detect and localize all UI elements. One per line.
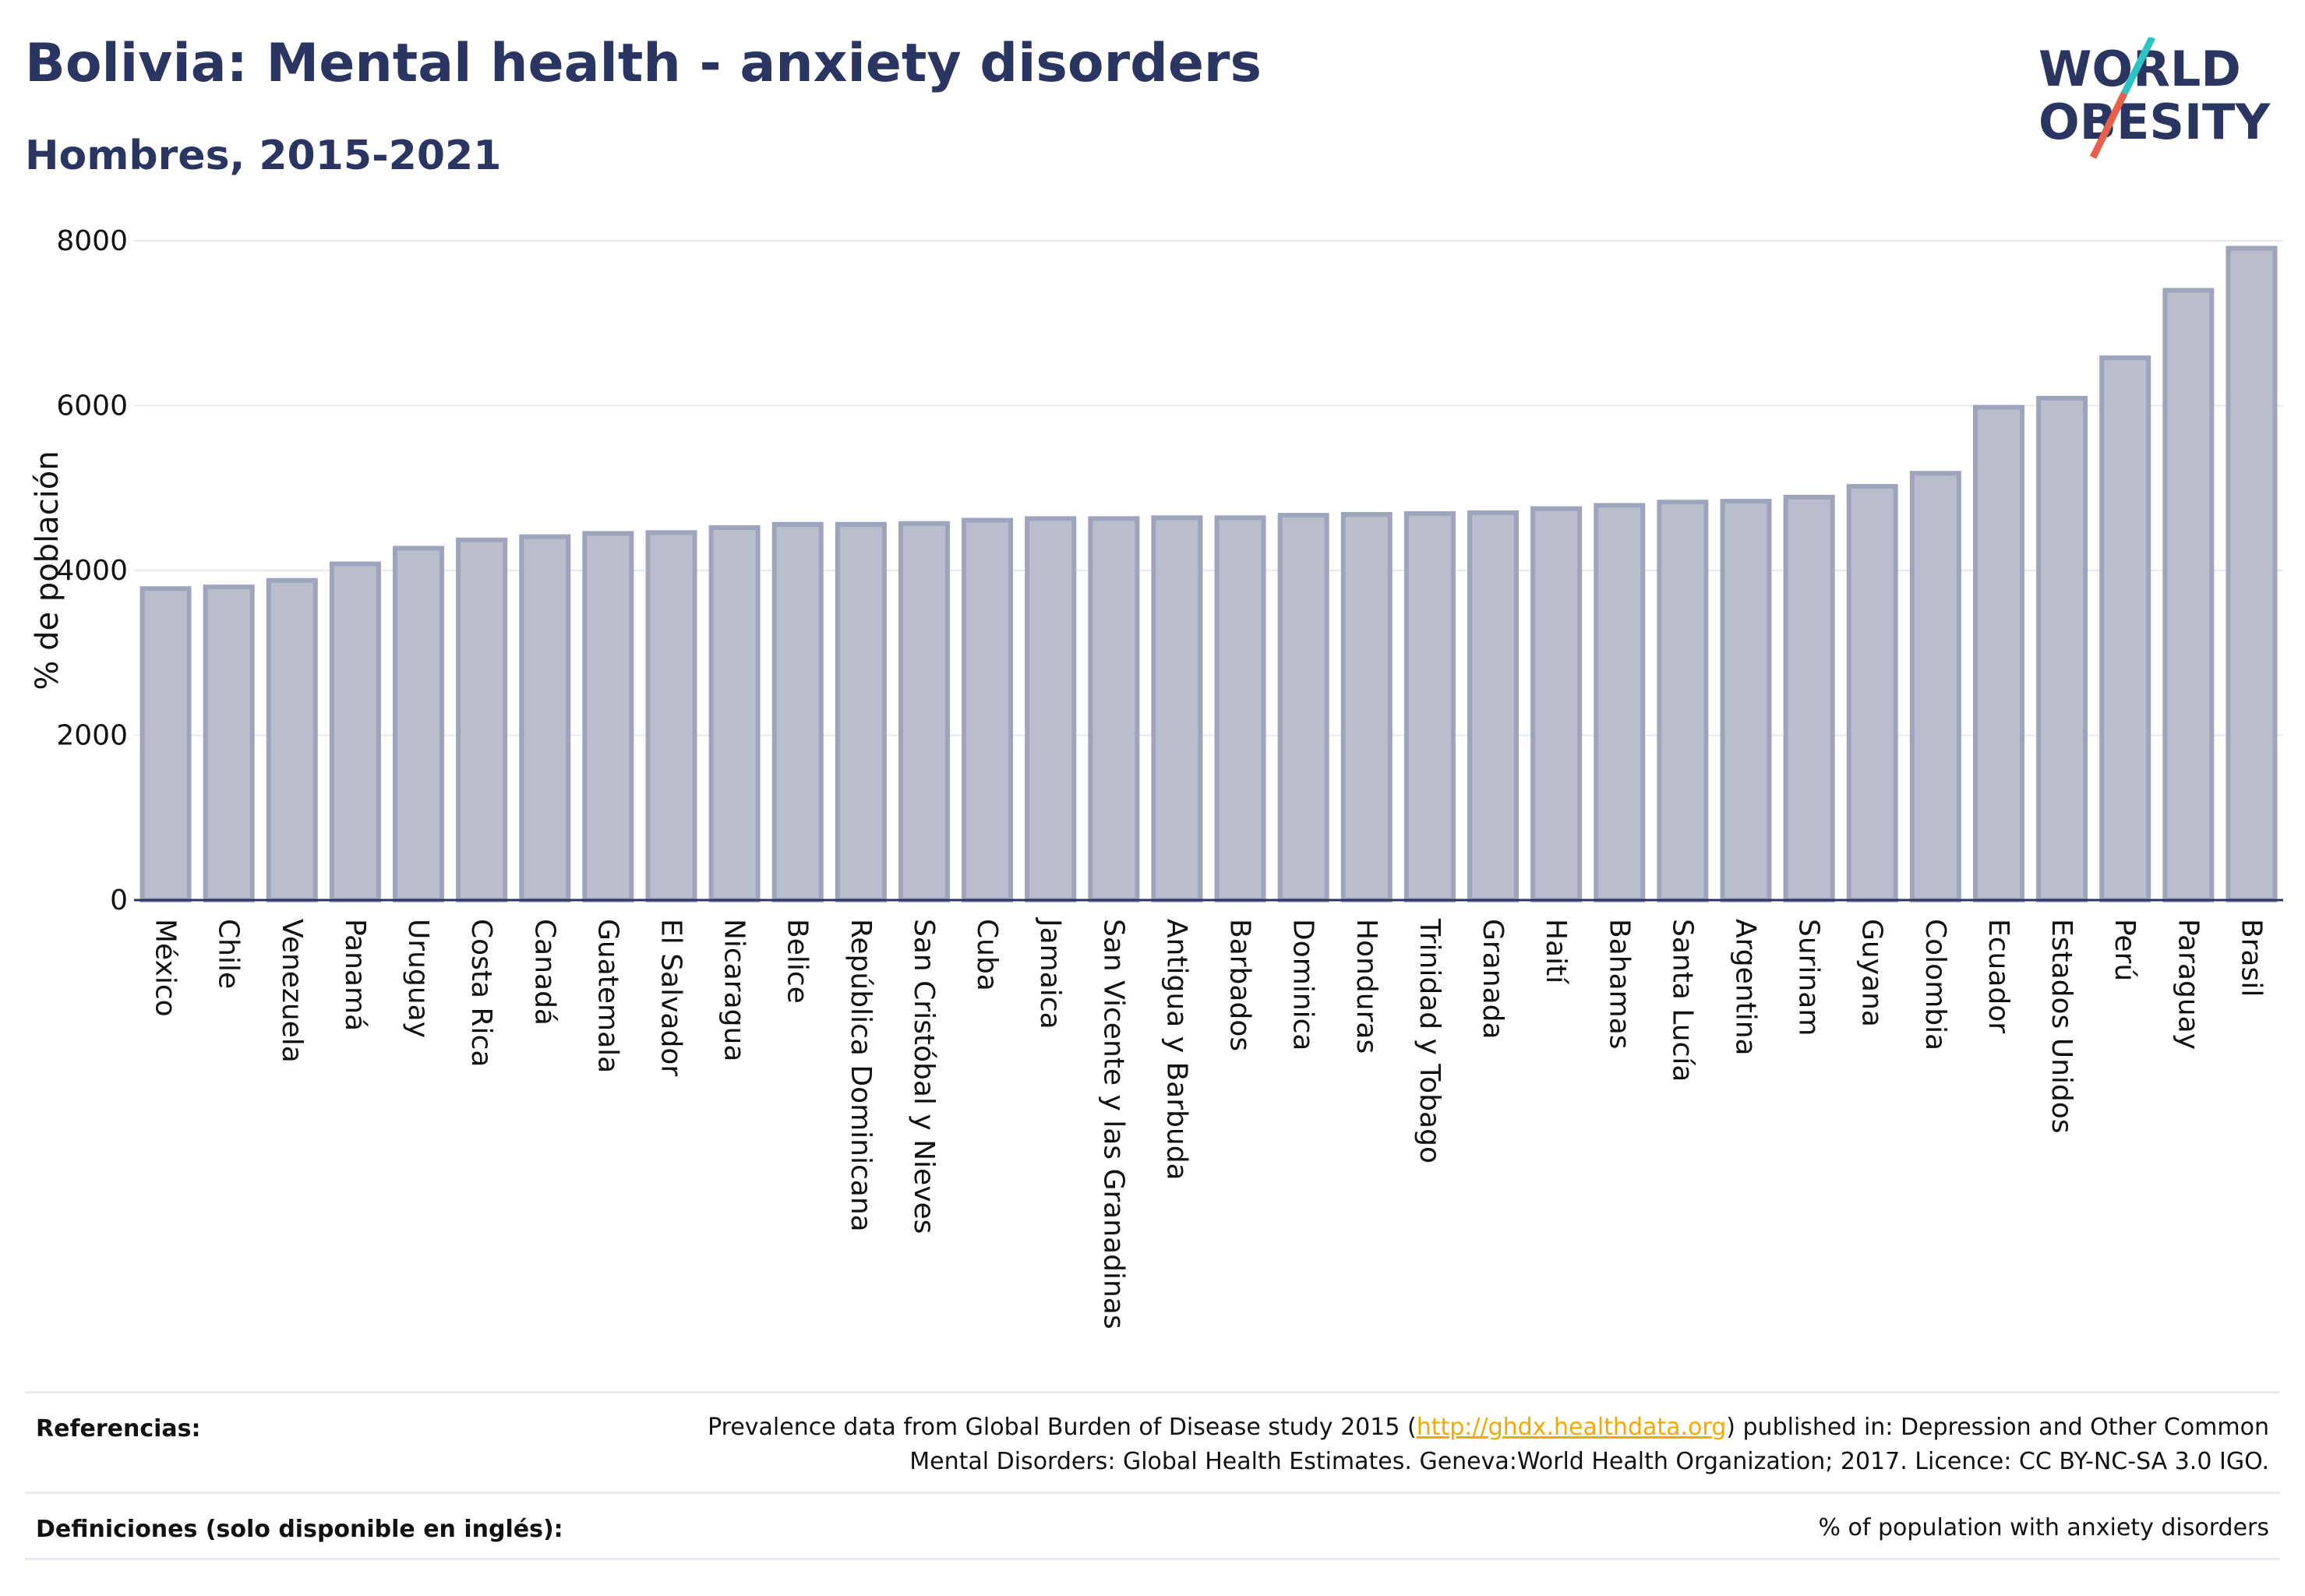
x-tick-label: Colombia bbox=[1919, 919, 1951, 1050]
y-tick-label: 2000 bbox=[56, 720, 128, 752]
chart-title: Bolivia: Mental health - anxiety disorde… bbox=[25, 33, 1262, 94]
x-tick-label: Cuba bbox=[971, 919, 1003, 991]
bar bbox=[329, 561, 381, 902]
bar bbox=[898, 521, 950, 902]
references-line2: Mental Disorders: Global Health Estimate… bbox=[909, 1448, 2269, 1475]
bar bbox=[1214, 515, 1266, 902]
bar bbox=[2099, 355, 2151, 903]
bar bbox=[1972, 404, 2024, 902]
bar bbox=[266, 577, 318, 902]
bar bbox=[1594, 503, 1646, 903]
bar bbox=[582, 531, 634, 902]
x-tick-label: Venezuela bbox=[276, 919, 308, 1063]
x-tick-label: Santa Lucía bbox=[1666, 919, 1698, 1082]
x-tick-label: El Salvador bbox=[655, 919, 687, 1076]
references-link[interactable]: http://ghdx.healthdata.org bbox=[1416, 1414, 1727, 1441]
bar bbox=[393, 546, 445, 902]
references-text: Prevalence data from Global Burden of Di… bbox=[708, 1393, 2280, 1492]
y-tick-label: 0 bbox=[110, 885, 128, 916]
x-tick-label: Honduras bbox=[1350, 919, 1382, 1054]
bar bbox=[1025, 516, 1077, 902]
bar bbox=[1467, 510, 1520, 902]
x-tick-label: Antigua y Barbuda bbox=[1160, 919, 1192, 1181]
x-tick-label: Uruguay bbox=[402, 919, 434, 1038]
bar bbox=[835, 521, 887, 903]
y-tick-label: 4000 bbox=[56, 555, 128, 587]
y-axis-label: % de población bbox=[30, 450, 65, 690]
bar bbox=[2226, 245, 2278, 902]
definitions-label: Definiciones (solo disponible en inglés)… bbox=[36, 1516, 563, 1543]
bar bbox=[1846, 484, 1898, 902]
x-tick-label: Ecuador bbox=[1982, 919, 2014, 1033]
logo-slash-teal bbox=[2120, 37, 2156, 96]
bar bbox=[1340, 512, 1393, 903]
bar-chart: 0 2000 4000 6000 8000 % de población México Chi… bbox=[30, 225, 2283, 1329]
bar bbox=[1277, 513, 1329, 903]
x-tick-label: Canadá bbox=[528, 919, 560, 1026]
x-tick-label: Dominica bbox=[1287, 919, 1319, 1051]
bar bbox=[1909, 471, 1961, 902]
x-tick-label: Barbados bbox=[1224, 919, 1256, 1051]
bar bbox=[962, 517, 1014, 902]
x-tick-label: Trinidad y Tobago bbox=[1414, 918, 1445, 1163]
x-tick-label: Belice bbox=[782, 919, 814, 1004]
x-tick-label: Granada bbox=[1477, 919, 1509, 1040]
bar bbox=[645, 530, 697, 902]
x-tick-label: Paraguay bbox=[2172, 919, 2204, 1050]
bar bbox=[1783, 494, 1835, 902]
x-tick-label: Jamaica bbox=[1034, 917, 1066, 1029]
x-tick-label: San Cristóbal y Nieves bbox=[908, 919, 940, 1234]
bar bbox=[708, 525, 761, 902]
references-text-after: ) published in: Depression and Other Com… bbox=[1726, 1414, 2269, 1441]
bar bbox=[1720, 499, 1772, 902]
bar bbox=[203, 584, 255, 903]
bar bbox=[771, 521, 824, 903]
bar bbox=[519, 534, 571, 903]
definitions-row: Definiciones (solo disponible en inglés)… bbox=[25, 1492, 2280, 1558]
bar bbox=[2162, 288, 2215, 902]
bar bbox=[1657, 500, 1709, 902]
references-label: Referencias: bbox=[36, 1415, 201, 1442]
references-text-before: Prevalence data from Global Burden of Di… bbox=[708, 1414, 1417, 1441]
logo-line2: OBESITY bbox=[2038, 94, 2271, 150]
x-tick-label: Costa Rica bbox=[465, 919, 497, 1067]
x-tick-label: República Dominicana bbox=[845, 919, 877, 1232]
x-tick-label: Nicaragua bbox=[718, 919, 750, 1061]
x-tick-label: Guyana bbox=[1856, 919, 1888, 1027]
references-row: Referencias: Prevalence data from Global… bbox=[25, 1391, 2280, 1492]
world-obesity-logo: WORLD OBESITY bbox=[2038, 37, 2271, 159]
chart-subtitle: Hombres, 2015-2021 bbox=[25, 132, 502, 179]
bar bbox=[1530, 506, 1583, 902]
definitions-text: % of population with anxiety disorders bbox=[1818, 1514, 2269, 1541]
x-tick-label: Chile bbox=[213, 919, 245, 989]
bar bbox=[1088, 516, 1140, 902]
x-tick-label: Brasil bbox=[2235, 919, 2267, 997]
x-tick-label: San Vicente y las Granadinas bbox=[1097, 919, 1129, 1329]
x-tick-label: Panamá bbox=[339, 919, 371, 1031]
x-tick-label: México bbox=[150, 919, 182, 1017]
y-tick-label: 6000 bbox=[56, 390, 128, 422]
logo-slash-coral bbox=[2089, 92, 2128, 159]
references-table: Referencias: Prevalence data from Global… bbox=[25, 1391, 2280, 1560]
bar bbox=[139, 586, 192, 902]
x-tick-label: Argentina bbox=[1730, 919, 1762, 1056]
x-tick-label: Haití bbox=[1540, 919, 1572, 984]
bar bbox=[1403, 511, 1456, 902]
x-tick-label: Guatemala bbox=[591, 919, 623, 1073]
bar bbox=[1151, 515, 1203, 902]
x-tick-label: Estados Unidos bbox=[2046, 919, 2077, 1134]
bar bbox=[2036, 395, 2088, 903]
bar bbox=[456, 537, 508, 902]
x-tick-label: Surinam bbox=[1793, 919, 1825, 1036]
x-tick-label: Bahamas bbox=[1603, 919, 1635, 1050]
y-tick-label: 8000 bbox=[56, 225, 128, 257]
x-tick-label: Perú bbox=[2109, 919, 2141, 981]
